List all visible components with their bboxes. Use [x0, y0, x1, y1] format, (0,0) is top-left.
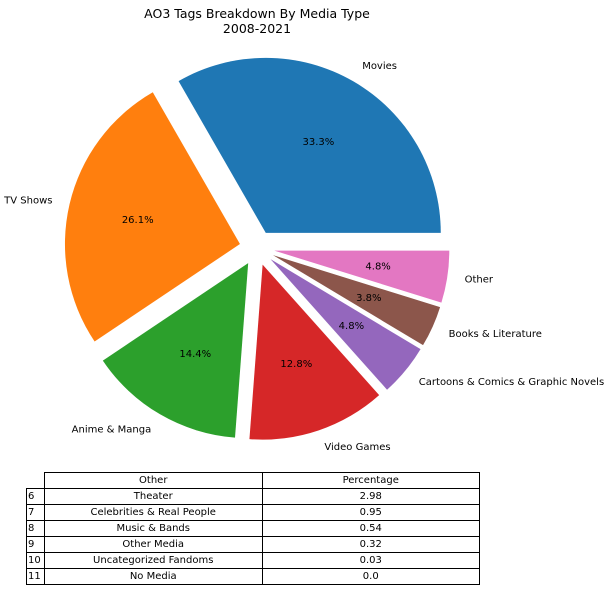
- table-row: 6 Theater 2.98: [26, 488, 480, 505]
- pct-label-movies: 33.3%: [302, 137, 334, 148]
- table-header-percentage: Percentage: [261, 472, 480, 489]
- category-label-tv-shows: TV Shows: [3, 195, 52, 206]
- category-label-anime-manga: Anime & Manga: [72, 424, 152, 435]
- row-index: 6: [26, 488, 45, 505]
- pct-label-books-literature: 3.8%: [356, 293, 381, 304]
- slice-cartoons-comics-graphic-novels: [270, 259, 421, 390]
- row-index: 7: [26, 504, 45, 521]
- table-header-row: Other Percentage: [26, 472, 480, 489]
- slice-books-literature: [272, 255, 441, 346]
- slice-anime-manga: [102, 263, 249, 438]
- slice-other: [274, 250, 450, 303]
- row-media-name: Music & Bands: [43, 520, 263, 537]
- chart-title: AO3 Tags Breakdown By Media Type 2008-20…: [0, 6, 514, 36]
- pct-label-other: 4.8%: [365, 261, 390, 272]
- table-row: 8 Music & Bands 0.54: [26, 520, 480, 537]
- slice-tv-shows: [64, 92, 240, 342]
- table-row: 10 Uncategorized Fandoms 0.03: [26, 552, 480, 569]
- category-label-cartoons-comics-graphic-novels: Cartoons & Comics & Graphic Novels: [419, 377, 604, 388]
- row-percentage: 0.32: [261, 536, 480, 553]
- row-percentage: 0.03: [261, 552, 480, 569]
- category-label-books-literature: Books & Literature: [449, 329, 542, 340]
- row-index: 10: [26, 552, 45, 569]
- row-media-name: Celebrities & Real People: [43, 504, 263, 521]
- row-index: 8: [26, 520, 45, 537]
- category-label-video-games: Video Games: [324, 442, 390, 453]
- table-corner-cell: [26, 472, 45, 489]
- table-header-other: Other: [43, 472, 263, 489]
- row-index: 11: [26, 568, 45, 585]
- row-percentage: 0.54: [261, 520, 480, 537]
- row-media-name: Theater: [43, 488, 263, 505]
- row-media-name: Uncategorized Fandoms: [43, 552, 263, 569]
- table-row: 7 Celebrities & Real People 0.95: [26, 504, 480, 521]
- slice-movies: [178, 57, 441, 233]
- chart-subtitle: 2008-2021: [222, 21, 292, 36]
- category-label-other: Other: [465, 275, 494, 286]
- row-media-name: Other Media: [43, 536, 263, 553]
- row-percentage: 0.95: [261, 504, 480, 521]
- pct-label-tv-shows: 26.1%: [122, 215, 154, 226]
- slice-video-games: [249, 264, 380, 440]
- chart-title-main: AO3 Tags Breakdown By Media Type: [144, 6, 370, 21]
- pct-label-video-games: 12.8%: [280, 359, 312, 370]
- other-media-table: Other Percentage 6 Theater 2.98 7 Celebr…: [26, 472, 480, 585]
- table-row: 9 Other Media 0.32: [26, 536, 480, 553]
- row-percentage: 2.98: [261, 488, 480, 505]
- row-index: 9: [26, 536, 45, 553]
- pct-label-anime-manga: 14.4%: [179, 349, 211, 360]
- category-label-movies: Movies: [362, 61, 397, 72]
- pie-chart: 33.3% Movies 26.1% TV Shows 14.4% Anime & Man…: [3, 57, 604, 453]
- table-row: 11 No Media 0.0: [26, 568, 480, 585]
- pct-label-cartoons-comics-graphic-novels: 4.8%: [339, 321, 364, 332]
- row-percentage: 0.0: [261, 568, 480, 585]
- row-media-name: No Media: [43, 568, 263, 585]
